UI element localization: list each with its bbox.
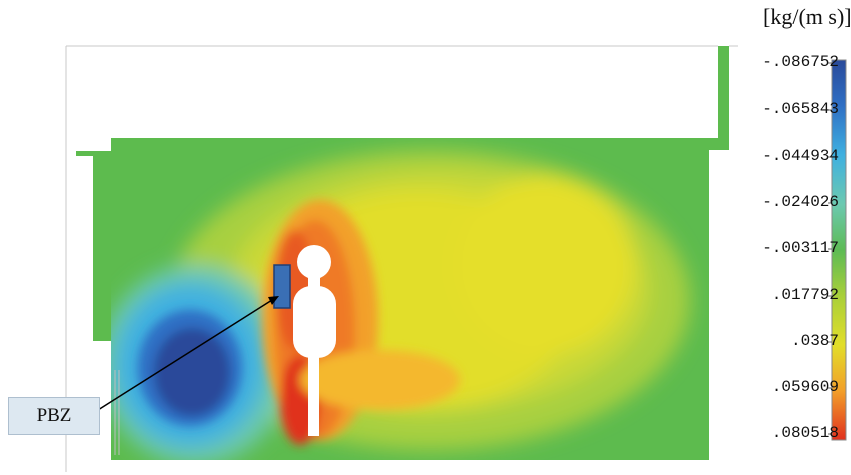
legend-tick: -.044934: [762, 147, 839, 165]
pbz-label: PBZ: [36, 405, 72, 426]
colorbar-ticks: [828, 62, 832, 435]
pbz-label-box: PBZ: [8, 397, 100, 435]
legend-tick: -.003117: [762, 239, 839, 257]
colorbar: [831, 59, 847, 441]
legend-tick: .017792: [771, 286, 839, 304]
pbz-arrow: [97, 296, 279, 411]
legend-tick: .0387: [790, 332, 839, 350]
legend-tick: .080518: [771, 424, 839, 442]
legend-tick: .059609: [771, 378, 839, 396]
person-silhouette: [293, 245, 336, 436]
legend-tick: -.065843: [762, 100, 839, 118]
legend-tick: -.086752: [762, 53, 839, 71]
inlet-ducts: [76, 46, 729, 341]
legend-tick: -.024026: [762, 193, 839, 211]
wall-vents: [114, 370, 120, 455]
flow-field: [111, 138, 709, 460]
pbz-marker: [273, 264, 291, 309]
legend-unit: [kg/(m s)]: [763, 4, 851, 29]
